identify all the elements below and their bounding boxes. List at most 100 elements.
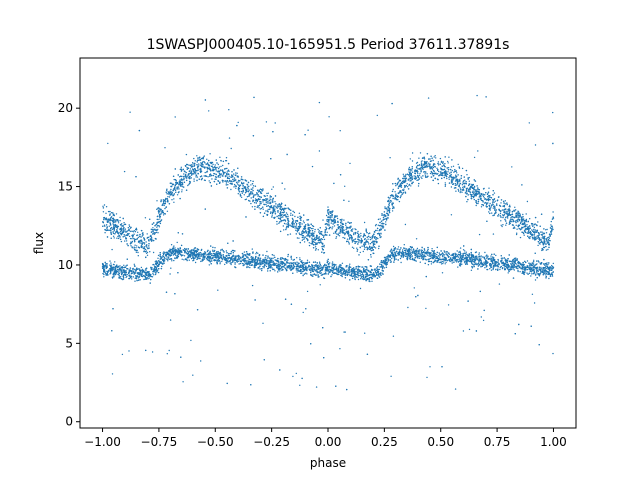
data-point [200,360,202,362]
data-point [459,183,461,185]
data-point [532,238,534,240]
data-point [412,250,414,253]
data-point [234,262,236,264]
data-point [331,228,333,230]
data-point [202,160,204,163]
data-point [263,267,265,269]
data-point [109,260,111,262]
data-point [287,255,289,258]
data-point [181,191,183,193]
data-point [425,307,427,310]
data-point [113,264,115,266]
data-point [357,230,359,233]
data-point [456,250,458,252]
data-point [437,182,440,185]
data-point [279,270,281,272]
data-point [529,237,531,240]
data-point [363,242,365,244]
data-point [206,158,208,160]
data-point [460,190,462,192]
data-point [482,204,485,207]
data-point [212,174,215,177]
data-point [368,243,370,245]
data-point [464,179,466,181]
data-point [519,236,522,239]
data-point [152,251,155,254]
data-point [252,252,254,254]
data-point [436,261,439,263]
data-point [333,232,335,234]
data-point [489,202,491,205]
data-point [448,156,450,158]
data-point [267,192,269,194]
data-point [516,232,518,234]
data-point [325,226,327,228]
data-point [475,251,478,253]
data-point [545,232,548,234]
data-point [117,235,119,238]
data-point [289,268,291,270]
data-point [420,168,422,171]
data-point [516,228,518,230]
data-points [101,94,555,391]
data-point [307,266,309,269]
data-point [240,258,242,260]
data-point [104,225,106,227]
data-point [348,234,350,236]
data-point [279,261,282,263]
data-point [390,249,392,252]
data-point [354,233,357,235]
data-point [500,257,503,259]
data-point [263,203,266,206]
data-point [283,264,286,267]
data-point [458,181,460,183]
data-point [154,273,157,276]
data-point [345,224,347,226]
data-point [137,255,139,257]
data-point [349,263,351,265]
data-point [411,171,414,173]
data-point [322,219,324,221]
data-point [447,167,450,169]
data-point [389,199,392,202]
data-point [232,260,234,262]
data-point [331,261,334,263]
data-point [151,351,154,353]
data-point [296,237,299,239]
data-point [173,198,175,200]
data-point [531,223,534,225]
data-point [476,189,478,191]
data-point [442,262,444,265]
data-point [374,247,377,249]
data-point [302,229,304,232]
data-point [294,227,296,229]
data-point [156,200,158,202]
data-point [392,249,394,252]
data-point [237,121,239,124]
data-point [359,251,361,254]
data-point [301,270,303,273]
data-point [140,266,143,269]
data-point [135,247,137,249]
data-point [251,191,253,193]
data-point [226,171,228,173]
data-point [174,116,176,118]
data-point [501,209,504,211]
data-point [435,157,437,159]
data-point [477,202,479,205]
data-point [105,212,107,214]
data-point [529,230,532,233]
data-point [403,188,405,190]
data-point [118,270,120,272]
data-point [552,211,554,213]
data-point [474,263,477,265]
data-point [526,232,528,234]
data-point [167,196,169,198]
data-point [450,178,453,180]
data-point [491,257,493,259]
data-point [114,261,116,263]
data-point [387,260,390,262]
data-point [271,264,273,266]
data-point [295,372,297,375]
data-point [193,157,195,160]
